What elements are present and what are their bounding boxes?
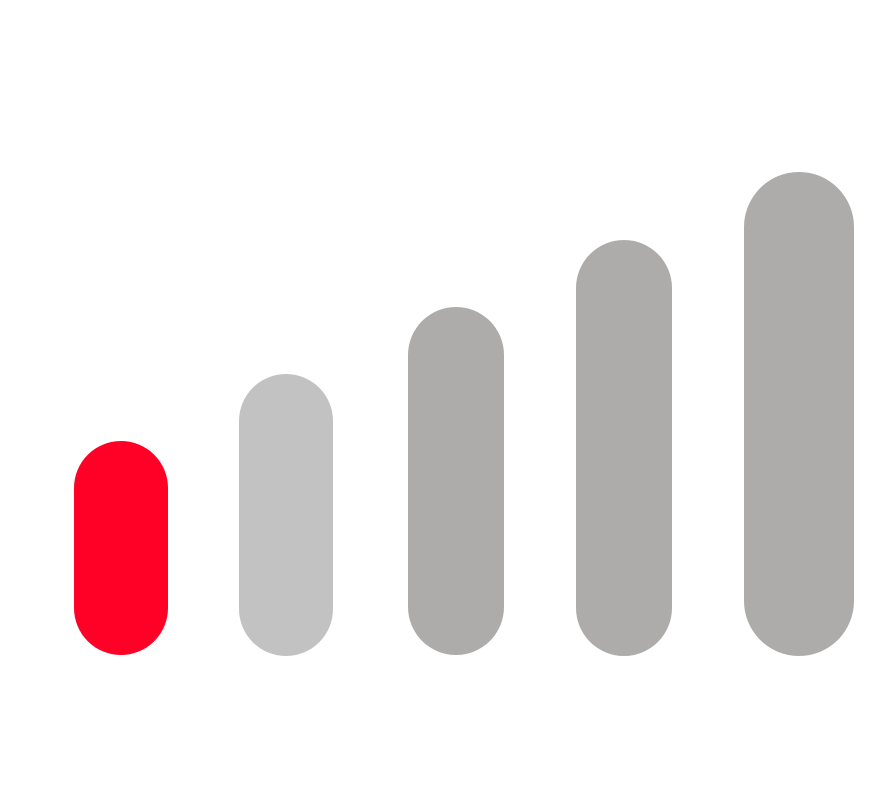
signal-bar-4 [576,240,672,656]
signal-bar-3 [408,307,504,655]
signal-bar-1 [74,441,168,655]
signal-bar-2 [239,374,333,656]
signal-bar-5 [744,172,854,656]
